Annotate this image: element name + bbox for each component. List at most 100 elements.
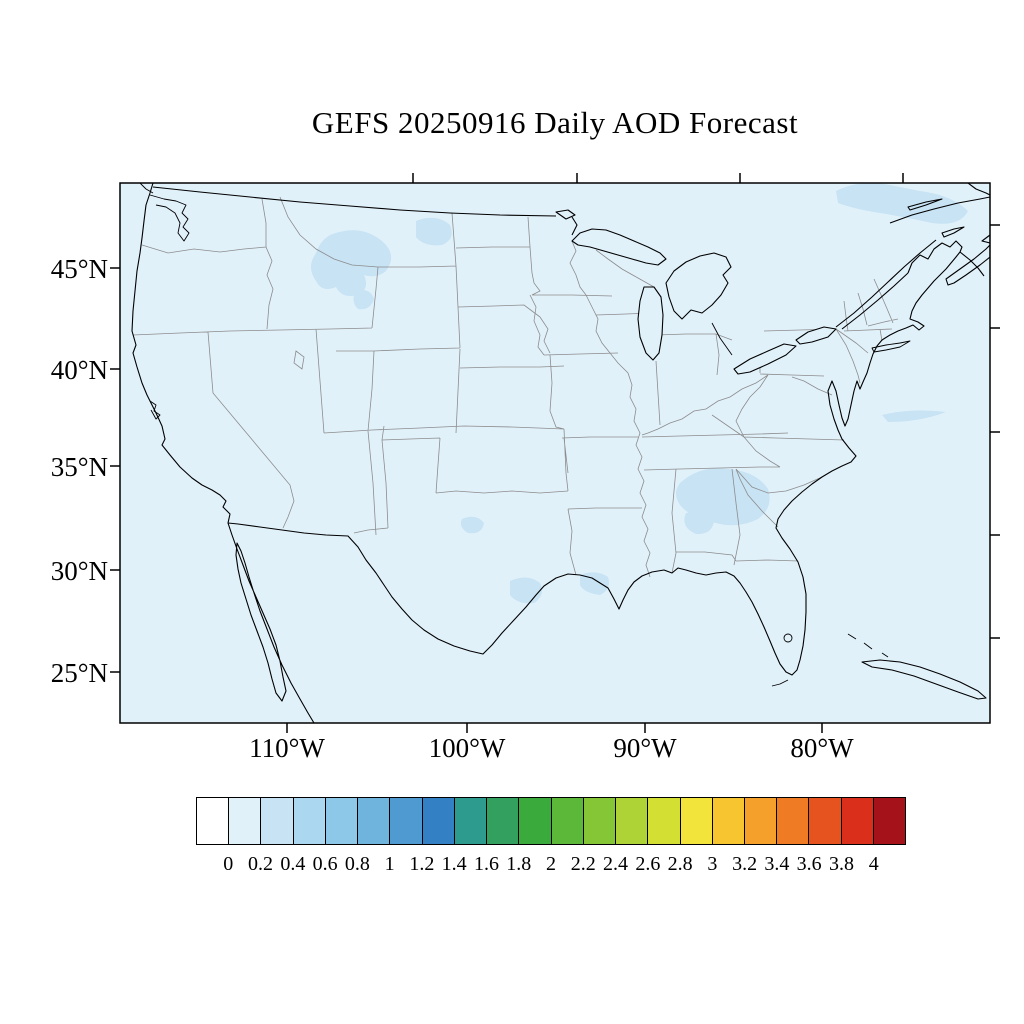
lake-michigan bbox=[637, 286, 664, 361]
aod-patches bbox=[311, 183, 968, 604]
aod-patch-atlantic-offshore bbox=[882, 410, 946, 422]
axis-ticks bbox=[110, 173, 1000, 733]
colorbar-tick-label: 1.2 bbox=[409, 853, 435, 875]
lake-superior bbox=[571, 228, 667, 266]
lat-axis-label-40n: 40°N bbox=[50, 355, 108, 385]
colorbar-segment bbox=[679, 798, 712, 844]
colorbar-tick-label: 3.4 bbox=[764, 853, 790, 875]
colorbar-tick-label: 2.2 bbox=[570, 853, 596, 875]
aod-patch-montana bbox=[311, 230, 392, 296]
bahamas bbox=[847, 633, 889, 658]
colorbar-segment bbox=[550, 798, 583, 844]
lon-axis-label-110w: 110°W bbox=[249, 733, 325, 763]
colorbar-segment bbox=[453, 798, 487, 844]
canada-border bbox=[152, 186, 578, 236]
lake-erie bbox=[733, 343, 797, 375]
lat-axis-label-25n: 25°N bbox=[50, 658, 108, 688]
colorbar-segment bbox=[518, 798, 551, 844]
lon-axis-label-80w: 80°W bbox=[790, 733, 854, 763]
colorbar-tick-label: 0 bbox=[223, 853, 234, 875]
colorbar-segment bbox=[615, 798, 648, 844]
colorbar-tick-label: 2.8 bbox=[667, 853, 693, 875]
aod-patch-georgia bbox=[676, 468, 770, 526]
aod-patch-texas-coast bbox=[510, 577, 542, 604]
lat-axis-label-30n: 30°N bbox=[50, 556, 108, 586]
state-borders bbox=[132, 196, 899, 578]
st-lawrence-river bbox=[835, 239, 937, 330]
colorbar-segment bbox=[776, 798, 809, 844]
vancouver-island-tip bbox=[139, 183, 154, 194]
colorbar-segment bbox=[808, 798, 841, 844]
colorbar-segment bbox=[228, 798, 261, 844]
colorbar-tick-label: 3.8 bbox=[828, 853, 854, 875]
lake-connectors bbox=[711, 322, 733, 356]
colorbar-segment bbox=[582, 798, 616, 844]
colorbar-segment bbox=[486, 798, 519, 844]
lake-okeechobee bbox=[783, 633, 793, 643]
colorbar-segment bbox=[292, 798, 325, 844]
map-frame bbox=[119, 182, 991, 724]
lake-of-the-woods bbox=[555, 209, 576, 220]
colorbar-segment bbox=[357, 798, 390, 844]
aod-patch-north-plains bbox=[416, 217, 452, 246]
colorbar-tick-label: 0.8 bbox=[344, 853, 370, 875]
colorbar-segment bbox=[743, 798, 777, 844]
coastline bbox=[131, 183, 990, 723]
forecast-map bbox=[110, 173, 1000, 733]
puget-sound bbox=[149, 194, 190, 242]
colorbar-labels: 0 0.2 0.4 0.6 0.8 1 1.2 1.4 1.6 1.8 2 2.2 2.4 2.6 2.8 3… bbox=[196, 853, 906, 879]
bay-of-fundy-coast bbox=[959, 251, 985, 277]
lake-huron bbox=[665, 252, 732, 320]
colorbar-segment bbox=[389, 798, 422, 844]
gulf-st-lawrence-north-shore bbox=[889, 196, 990, 224]
colorbar-tick-label: 2.4 bbox=[603, 853, 629, 875]
colorbar-tick-label: 0.2 bbox=[248, 853, 274, 875]
colorbar-tick-label: 3.6 bbox=[796, 853, 822, 875]
colorbar-tick-label: 0.6 bbox=[312, 853, 338, 875]
aod-patch-st-lawrence bbox=[836, 183, 968, 224]
coast-conus bbox=[131, 183, 961, 676]
newfoundland-corner bbox=[967, 183, 990, 196]
cape-breton bbox=[981, 234, 990, 244]
colorbar-segment bbox=[647, 798, 680, 844]
colorbar-tick-label: 1.6 bbox=[473, 853, 499, 875]
colorbar-tick-label: 1 bbox=[384, 853, 395, 875]
colorbar-tick-label: 3 bbox=[707, 853, 718, 875]
colorbar-tick-label: 0.4 bbox=[280, 853, 306, 875]
florida-keys bbox=[771, 679, 789, 687]
san-francisco-bay bbox=[149, 400, 161, 420]
lat-axis-label-45n: 45°N bbox=[50, 254, 108, 284]
colorbar-segment bbox=[711, 798, 744, 844]
colorbar-tick-label: 1.4 bbox=[441, 853, 467, 875]
prince-edward-island bbox=[941, 226, 965, 238]
colorbar-tick-label: 3.2 bbox=[732, 853, 758, 875]
nova-scotia bbox=[945, 244, 990, 286]
colorbar-segment bbox=[840, 798, 873, 844]
colorbar-segment bbox=[260, 798, 293, 844]
colorbar-segment bbox=[197, 798, 229, 844]
aod-patch-louisiana bbox=[580, 572, 609, 595]
aod-patch-montana-south bbox=[353, 290, 374, 310]
colorbar bbox=[196, 797, 906, 845]
colorbar-segment bbox=[421, 798, 454, 844]
colorbar-segment bbox=[872, 798, 906, 844]
colorbar-segment bbox=[324, 798, 358, 844]
lake-ontario bbox=[795, 326, 837, 345]
map-background bbox=[120, 183, 990, 723]
colorbar-tick-label: 2 bbox=[546, 853, 556, 875]
maine-canada-border bbox=[907, 240, 963, 274]
lat-axis-label-35n: 35°N bbox=[50, 452, 108, 482]
aod-patch-texas-inland bbox=[460, 516, 484, 534]
long-island bbox=[871, 340, 911, 353]
colorbar-tick-label: 2.6 bbox=[635, 853, 661, 875]
anticosti-island bbox=[907, 198, 943, 211]
colorbar-tick-label: 1.8 bbox=[506, 853, 532, 875]
cuba bbox=[861, 659, 987, 700]
lon-axis-label-90w: 90°W bbox=[613, 733, 677, 763]
colorbar-tick-label: 4 bbox=[868, 853, 879, 875]
aod-patch-alabama bbox=[684, 512, 714, 535]
plot-title: GEFS 20250916 Daily AOD Forecast bbox=[311, 105, 799, 140]
coast-baja-mexico bbox=[227, 522, 315, 723]
lon-axis-label-100w: 100°W bbox=[428, 733, 506, 763]
